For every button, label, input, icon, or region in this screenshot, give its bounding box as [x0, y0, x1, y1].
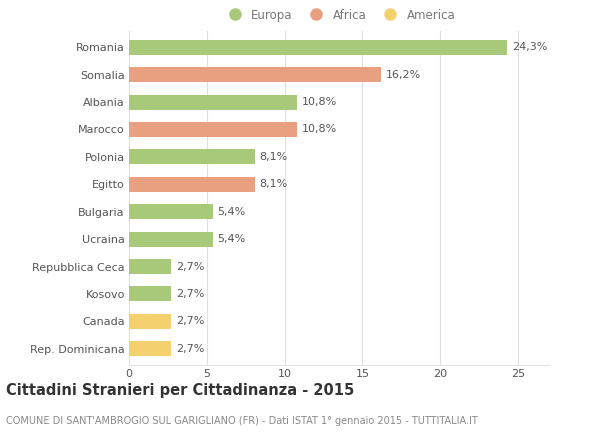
Bar [129, 67, 381, 82]
Text: 2,7%: 2,7% [176, 316, 204, 326]
Text: 5,4%: 5,4% [218, 234, 246, 244]
Bar [129, 177, 255, 192]
Bar [129, 204, 213, 219]
Bar [129, 40, 507, 55]
Bar [129, 95, 297, 110]
Text: 8,1%: 8,1% [260, 179, 288, 189]
Bar [129, 149, 255, 165]
Legend: Europa, Africa, America: Europa, Africa, America [223, 8, 455, 22]
Text: 2,7%: 2,7% [176, 344, 204, 354]
Text: Cittadini Stranieri per Cittadinanza - 2015: Cittadini Stranieri per Cittadinanza - 2… [6, 383, 354, 398]
Bar [129, 259, 171, 274]
Bar [129, 314, 171, 329]
Text: 8,1%: 8,1% [260, 152, 288, 162]
Text: 10,8%: 10,8% [302, 125, 337, 135]
Text: COMUNE DI SANT'AMBROGIO SUL GARIGLIANO (FR) - Dati ISTAT 1° gennaio 2015 - TUTTI: COMUNE DI SANT'AMBROGIO SUL GARIGLIANO (… [6, 416, 478, 426]
Bar [129, 231, 213, 247]
Bar [129, 341, 171, 356]
Text: 2,7%: 2,7% [176, 289, 204, 299]
Bar [129, 286, 171, 301]
Bar [129, 122, 297, 137]
Text: 10,8%: 10,8% [302, 97, 337, 107]
Text: 24,3%: 24,3% [512, 42, 547, 52]
Text: 5,4%: 5,4% [218, 207, 246, 217]
Text: 16,2%: 16,2% [386, 70, 421, 80]
Text: 2,7%: 2,7% [176, 261, 204, 271]
